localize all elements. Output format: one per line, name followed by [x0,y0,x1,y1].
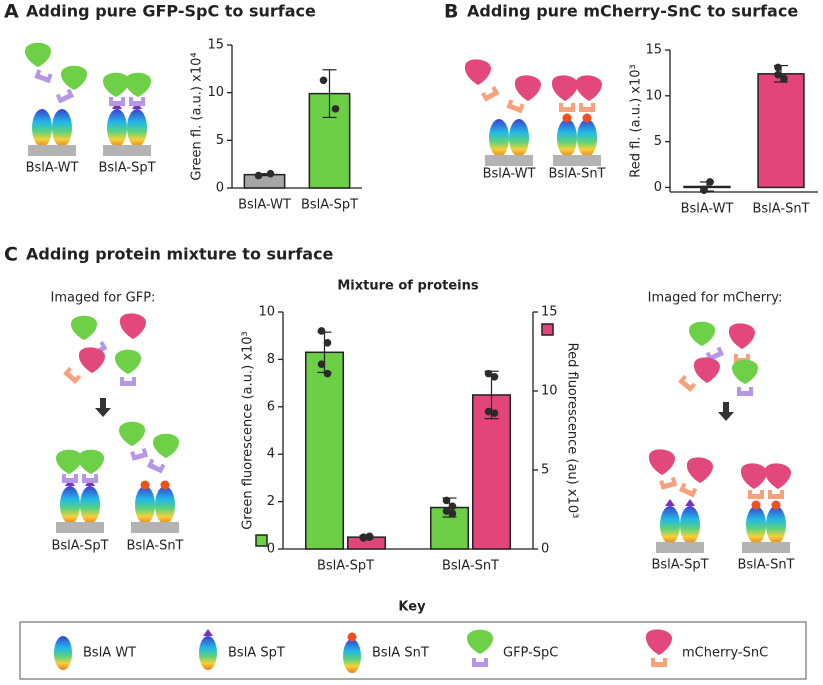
x-tick-label: BslA-SnT [442,559,499,574]
panel-title: Adding protein mixture to surface [26,245,334,264]
diagram-a [25,42,151,156]
data-point [774,70,782,79]
legend-swatch [541,323,554,336]
y-tick-label: 8 [267,352,275,367]
data-point [448,502,457,511]
data-point [706,178,714,186]
x-tick-label: BslA-WT [238,198,291,213]
diagram-label: BslA-SnT [548,167,605,182]
data-point [484,369,493,378]
y2-tick-label: 5 [541,463,549,478]
diagram-caption: Imaged for GFP: [51,291,156,306]
key-label: BslA SpT [228,646,285,661]
data-point [700,185,708,194]
y2-tick-label: 15 [541,305,558,320]
key-box [19,621,807,680]
key-label: GFP-SpC [503,646,558,661]
data-point [319,76,328,85]
x-tick-label: BslA-WT [681,202,734,217]
y-tick-label: 4 [267,447,275,462]
data-point [254,171,263,180]
diagram-label: BslA-SpT [51,539,108,554]
data-point [317,327,326,335]
data-point [331,105,340,113]
diagram-caption: Imaged for mCherry: [648,291,783,306]
diagram-label: BslA-SpT [98,161,155,176]
bar [305,351,344,550]
y-tick-label: 2 [267,494,275,509]
y2-tick-label: 0 [541,542,549,557]
key-title: Key [398,600,426,615]
bar [472,394,511,550]
x-tick-label: BslA-SnT [752,202,809,217]
panel-title: Adding pure GFP-SpC to surface [26,2,316,21]
y-tick-label: 0 [654,180,662,195]
diagram-label: BslA-SnT [126,539,183,554]
diagram-c-right [648,321,791,553]
diagram-label: BslA-SnT [737,558,794,573]
x-tick-label: BslA-SpT [301,198,358,213]
y-tick-label: 15 [645,43,662,58]
data-point [323,369,332,378]
key-label: BslA SnT [372,646,429,661]
data-point [442,507,451,515]
diagram-label: BslA-WT [483,167,536,182]
data-point [490,372,499,381]
y-tick-label: 5 [216,133,224,148]
y-tick-label: 10 [207,85,224,100]
data-point [774,63,782,72]
y2-axis-label: Red fluorescence (au) x10³ [565,343,580,519]
panel-title: Adding pure mCherry-SnC to surface [467,2,798,21]
data-point [484,407,493,416]
data-point [317,360,326,368]
diagram-c-left [56,313,179,533]
y-tick-label: 5 [654,134,662,149]
diagram-label: BslA-WT [26,161,79,176]
y-tick-label: 6 [267,399,275,414]
y-axis-label: Green fluorescence (a.u.) x10³ [241,331,256,530]
data-point [442,496,451,505]
chart-title: Mixture of proteins [337,279,479,294]
y-tick-label: 0 [267,542,275,557]
bar [243,173,286,189]
panel-letter: A [4,1,19,23]
diagram-b [464,59,602,166]
data-point [359,533,368,541]
y-tick-label: 10 [645,88,662,103]
key-icons [54,629,672,673]
bar [757,73,805,189]
diagram-label: BslA-SpT [651,558,708,573]
data-point [266,169,275,178]
panel-letter: B [444,1,458,23]
panel-letter: C [4,244,18,266]
data-point [490,409,499,417]
y-axis-label: Red fl. (a.u.) x10³ [629,64,644,177]
y-tick-label: 10 [258,305,275,320]
data-point [323,339,332,347]
y-tick-label: 0 [216,181,224,196]
y-axis-label: Green fl. (a.u.) x10⁴ [190,52,205,180]
y2-tick-label: 10 [541,384,558,399]
key-label: mCherry-SnC [682,646,768,661]
data-point [780,74,788,83]
key-label: BslA WT [83,646,136,661]
x-tick-label: BslA-SpT [317,559,374,574]
legend-swatch [255,534,268,547]
data-point [365,532,374,541]
y-tick-label: 15 [207,38,224,53]
data-point [448,509,457,518]
